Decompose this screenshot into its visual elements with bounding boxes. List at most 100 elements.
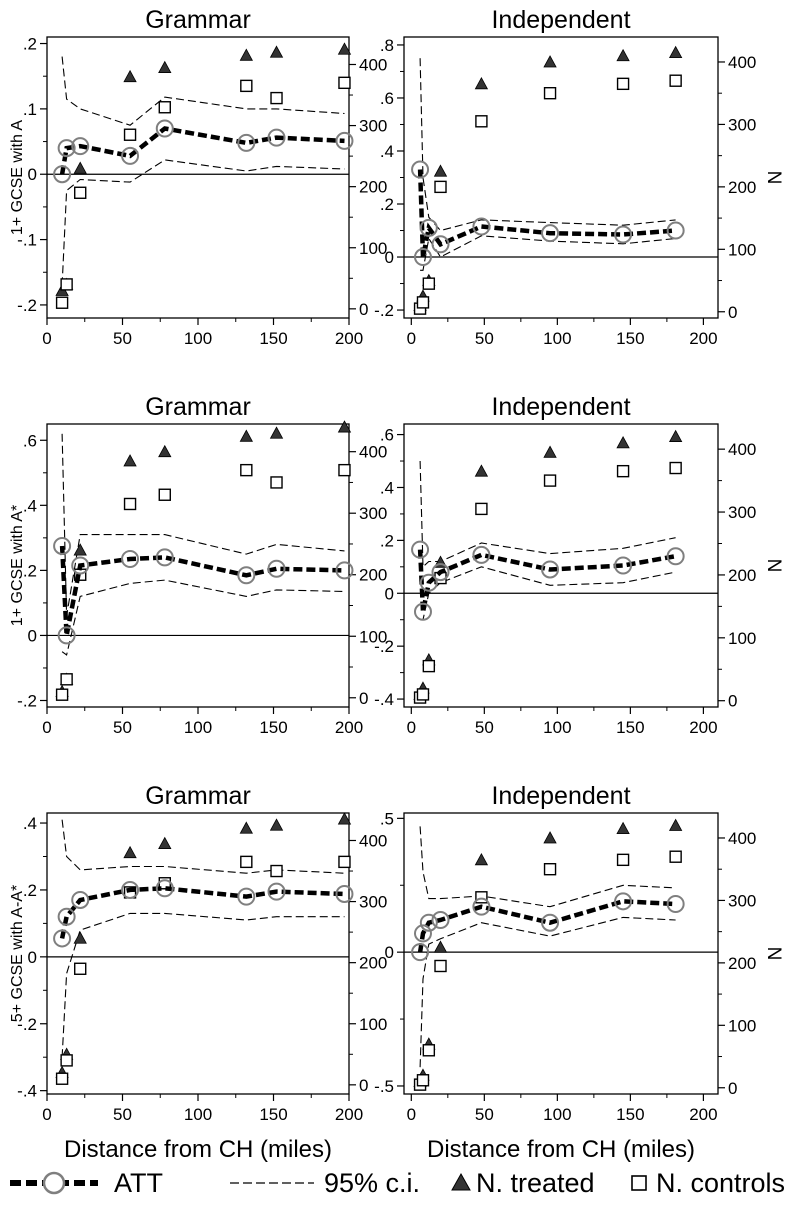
control-marker [60, 1054, 73, 1067]
att-marker [121, 880, 140, 899]
y-tick-label: .4 [23, 496, 37, 515]
y-tick-label: 0 [385, 248, 394, 267]
panel-5 [40, 812, 356, 1101]
y2-tick-label: 300 [728, 503, 756, 522]
legend-item-controls: N. controls [628, 1166, 785, 1200]
treated-marker [239, 821, 253, 834]
panel-3 [40, 420, 356, 714]
control-marker [55, 296, 69, 309]
y-tick-label: .6 [23, 431, 37, 450]
treated-marker [474, 852, 489, 866]
treated-marker [616, 436, 630, 449]
y-tick-label: .6 [380, 426, 394, 445]
y-tick-label: .1 [23, 100, 37, 119]
plot-frame [46, 812, 350, 1095]
y2-tick-label: 400 [359, 831, 387, 850]
att-marker [614, 225, 633, 244]
treated-marker [158, 60, 172, 73]
att-marker [413, 602, 432, 621]
y-axis-label: 1+ GCSE with A [9, 120, 26, 235]
panel-title: Grammar [145, 6, 251, 34]
att-marker [53, 929, 72, 948]
y-tick-label: 0 [385, 943, 394, 962]
panel-2 [397, 36, 725, 325]
x-tick-label: 50 [113, 329, 132, 348]
att-marker [541, 224, 560, 243]
y2-tick-label: 400 [728, 829, 756, 848]
att-marker [53, 536, 72, 555]
att-marker [267, 128, 286, 147]
y-tick-label: .6 [380, 89, 394, 108]
control-marker [270, 476, 283, 489]
att-marker [155, 548, 174, 567]
control-marker [422, 1044, 436, 1057]
y2-axis-label: N [763, 559, 784, 573]
att-marker [472, 217, 491, 236]
y-tick-label: -.2 [374, 301, 394, 320]
x-tick-label: 50 [113, 718, 132, 737]
att-marker [413, 248, 432, 267]
control-marker [434, 959, 447, 973]
x-tick-label: 100 [184, 718, 212, 737]
y-tick-label: 0 [28, 165, 37, 184]
y2-tick-label: 200 [359, 954, 387, 973]
y2-tick-label: 0 [728, 1079, 737, 1098]
x-tick-label: 200 [689, 329, 717, 348]
control-marker [669, 461, 682, 475]
plot-frame [403, 423, 719, 708]
treated-marker [543, 55, 557, 68]
y2-tick-label: 400 [728, 440, 756, 459]
x-tick-label: 100 [184, 1105, 212, 1124]
y2-tick-label: 0 [359, 689, 368, 708]
y2-tick-label: 0 [728, 692, 737, 711]
att-line [59, 126, 345, 175]
control-marker [543, 86, 557, 100]
plot-frame [46, 36, 350, 319]
ci-upper-line [61, 56, 345, 126]
y2-tick-label: 0 [728, 303, 737, 322]
x-tick-label: 0 [407, 329, 416, 348]
legend-att-symbol [10, 1171, 98, 1195]
ci-upper-line [61, 433, 345, 616]
treated-marker [337, 42, 352, 55]
att-marker [335, 131, 354, 150]
att-marker [666, 894, 685, 913]
control-marker [74, 962, 87, 975]
control-marker [55, 688, 69, 701]
panel-1 [40, 36, 356, 325]
att-marker [71, 556, 90, 575]
x-tick-label: 50 [475, 718, 494, 737]
ci-lower-line [61, 159, 345, 286]
x-tick-label: 0 [42, 329, 51, 348]
ci-lower-line [61, 912, 345, 1058]
legend-item-treated: N. treated [450, 1166, 595, 1200]
x-tick-label: 0 [42, 1105, 51, 1124]
y2-axis-label: N [763, 171, 784, 185]
treated-marker [73, 543, 87, 556]
att-marker [267, 882, 286, 901]
treated-marker [433, 164, 448, 177]
y-tick-label: -.2 [17, 1015, 37, 1034]
panel-title: Grammar [145, 782, 251, 810]
x-tick-label: 50 [475, 329, 494, 348]
legend-item-att: ATT [8, 1166, 163, 1200]
att-marker [53, 165, 72, 184]
att-line [59, 886, 345, 939]
control-marker [416, 688, 430, 701]
treated-marker [239, 429, 253, 442]
y2-tick-label: 300 [359, 117, 387, 136]
ci-upper-line [419, 826, 676, 908]
treated-marker [158, 836, 172, 849]
att-marker [541, 560, 560, 579]
x-tick-label: 150 [259, 329, 287, 348]
ci-lower-line [420, 566, 676, 621]
x-axis-label: Distance from CH (miles) [64, 1136, 332, 1163]
y-tick-label: .2 [380, 195, 394, 214]
x-tick-label: 0 [407, 1105, 416, 1124]
x-tick-label: 0 [42, 718, 51, 737]
control-marker [475, 891, 488, 904]
y2-tick-label: 100 [728, 240, 756, 259]
legend: ATT 95% c.i. N. treated N. controls [0, 1160, 803, 1210]
y2-tick-label: 100 [359, 239, 387, 258]
